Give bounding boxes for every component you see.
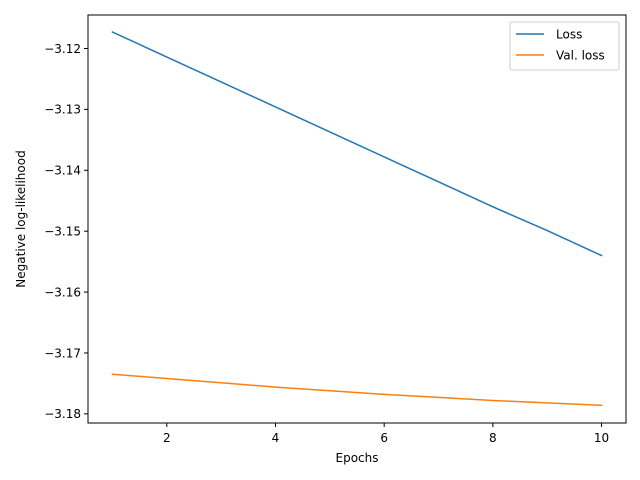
series-line-0 xyxy=(111,31,603,257)
y-axis: −3.12 −3.13 −3.14 −3.15 −3.16 −3.17 −3.18 xyxy=(44,42,88,421)
y-tick-label: −3.17 xyxy=(44,346,81,360)
x-axis: 2 4 6 8 10 xyxy=(163,423,609,445)
y-tick-label: −3.18 xyxy=(44,407,81,421)
x-axis-label: Epochs xyxy=(336,451,379,465)
legend: Loss Val. loss xyxy=(509,21,620,71)
x-tick-label: 10 xyxy=(594,431,609,445)
series-layer xyxy=(111,31,603,407)
x-tick-label: 4 xyxy=(272,431,280,445)
y-tick-label: −3.12 xyxy=(44,42,81,56)
y-tick-label: −3.13 xyxy=(44,103,81,117)
x-tick-label: 2 xyxy=(163,431,171,445)
y-tick-label: −3.16 xyxy=(44,285,81,299)
y-axis-label: Negative log-likelihood xyxy=(14,150,28,287)
y-tick-label: −3.14 xyxy=(44,164,81,178)
x-tick-label: 8 xyxy=(489,431,497,445)
y-tick-label: −3.15 xyxy=(44,224,81,238)
x-tick-label: 6 xyxy=(380,431,388,445)
legend-label-loss: Loss xyxy=(556,28,582,42)
series-line-1 xyxy=(111,373,603,407)
plot-frame xyxy=(87,14,627,424)
legend-label-val-loss: Val. loss xyxy=(556,49,605,63)
